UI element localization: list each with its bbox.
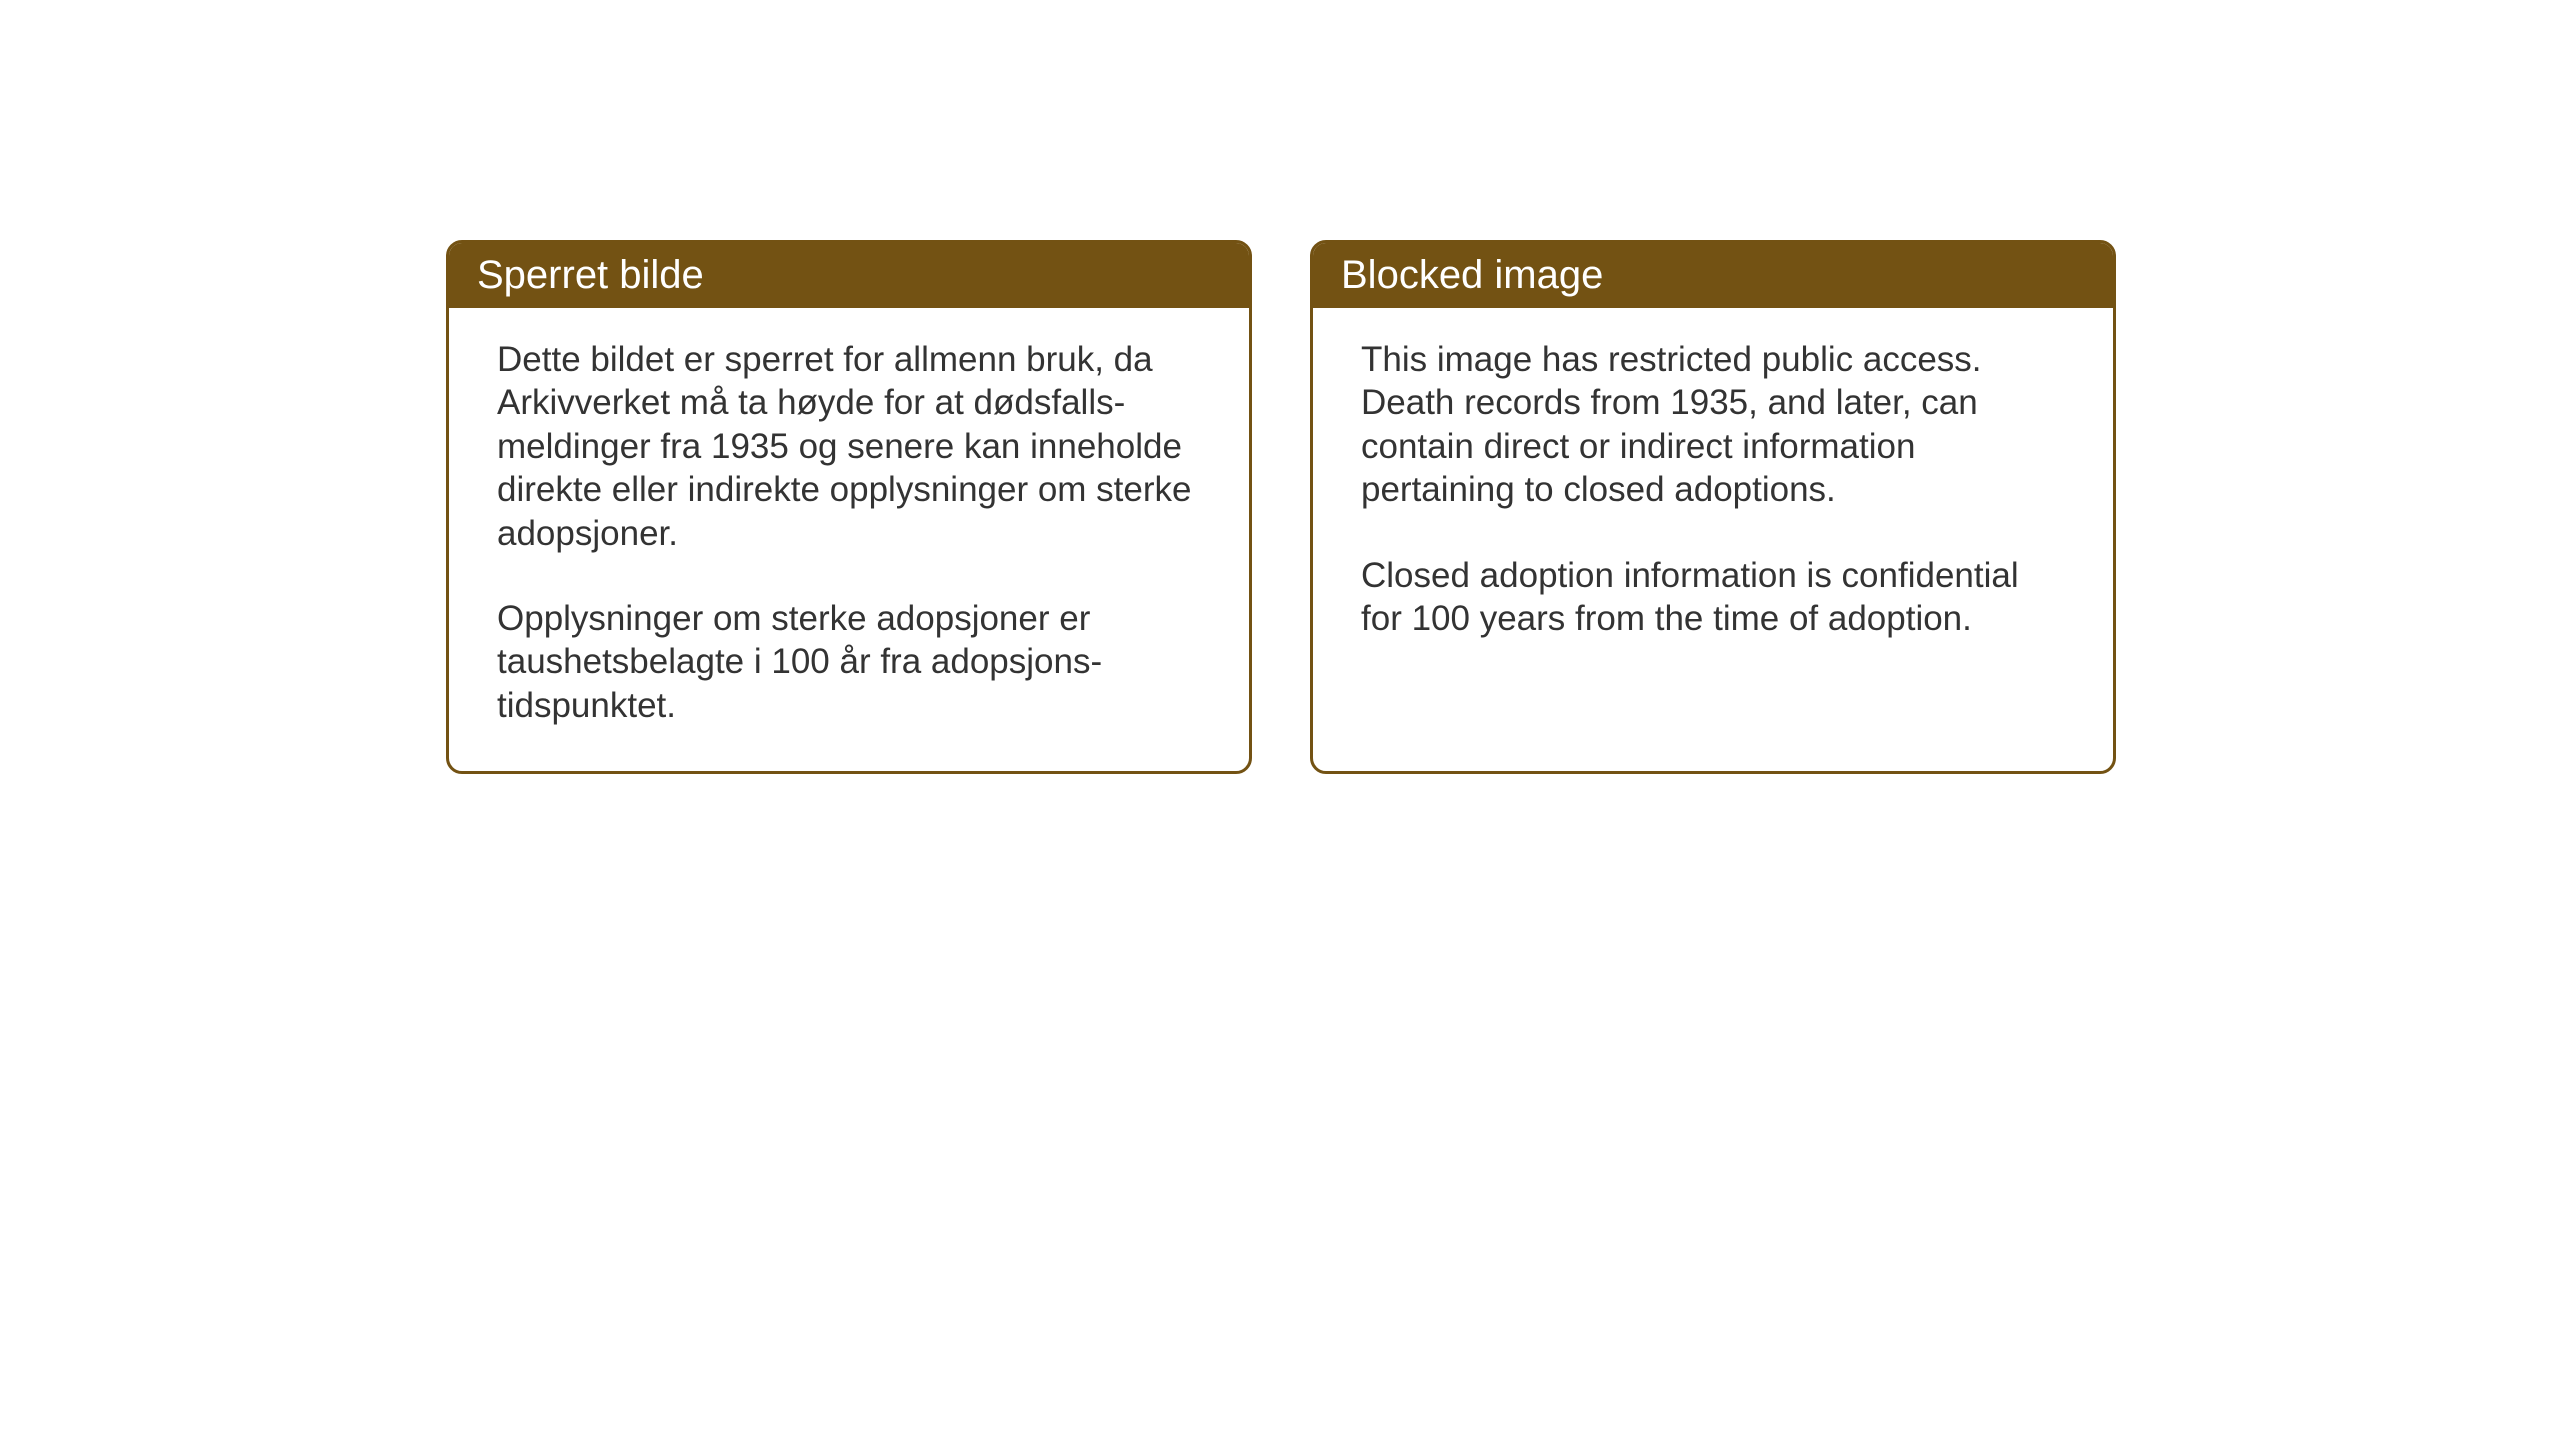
notice-para1-english: This image has restricted public access.… bbox=[1361, 338, 2065, 512]
notice-para2-norwegian: Opplysninger om sterke adopsjoner er tau… bbox=[497, 597, 1201, 727]
notice-header-english: Blocked image bbox=[1313, 243, 2113, 308]
notice-box-english: Blocked image This image has restricted … bbox=[1310, 240, 2116, 774]
notice-body-norwegian: Dette bildet er sperret for allmenn bruk… bbox=[449, 308, 1249, 771]
notice-box-norwegian: Sperret bilde Dette bildet er sperret fo… bbox=[446, 240, 1252, 774]
notice-para2-english: Closed adoption information is confident… bbox=[1361, 554, 2065, 641]
notice-header-norwegian: Sperret bilde bbox=[449, 243, 1249, 308]
notice-para1-norwegian: Dette bildet er sperret for allmenn bruk… bbox=[497, 338, 1201, 555]
notice-body-english: This image has restricted public access.… bbox=[1313, 308, 2113, 684]
notice-container: Sperret bilde Dette bildet er sperret fo… bbox=[446, 240, 2116, 774]
